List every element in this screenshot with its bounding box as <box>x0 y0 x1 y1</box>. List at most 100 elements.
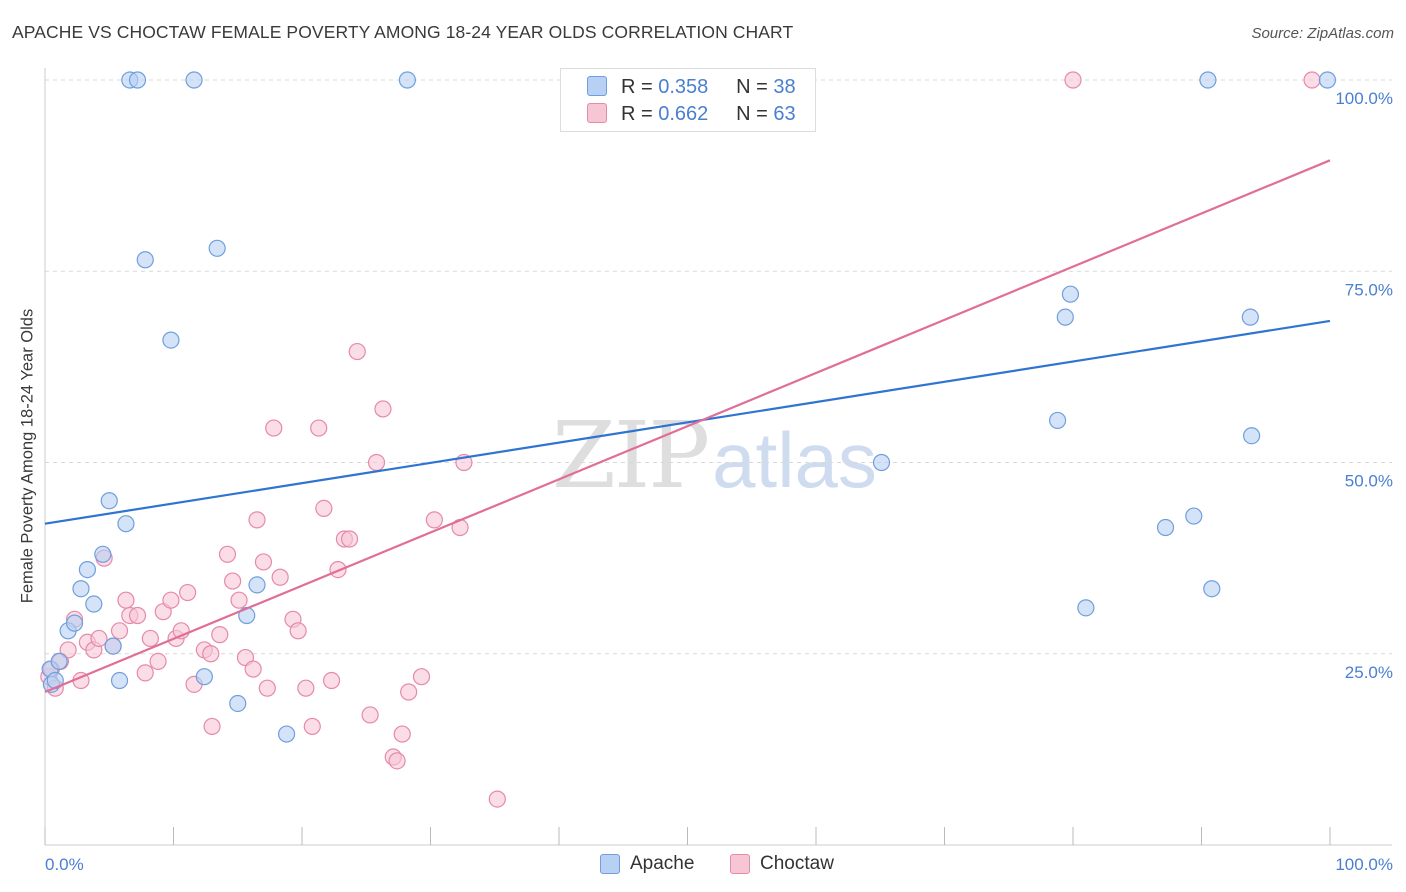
choctaw-r-label: R = <box>621 102 659 125</box>
choctaw-point <box>425 511 443 529</box>
choctaw-n-value: 63 <box>773 102 796 125</box>
choctaw-point <box>218 545 237 563</box>
choctaw-point <box>374 400 392 418</box>
choctaw-point <box>110 622 129 640</box>
choctaw-point <box>179 583 197 602</box>
choctaw-point <box>202 645 220 663</box>
apache-point <box>229 694 247 713</box>
choctaw-point <box>265 419 283 437</box>
choctaw-point <box>340 530 359 548</box>
apache-point <box>398 71 416 89</box>
apache-r-label: R = <box>621 75 659 98</box>
choctaw-point <box>400 683 418 701</box>
y-tick-label: 25.0% <box>1345 663 1393 682</box>
choctaw-point <box>59 641 77 659</box>
choctaw-point <box>258 679 276 697</box>
apache-point <box>1241 308 1259 326</box>
choctaw-point <box>315 499 333 517</box>
y-tick-label: 100.0% <box>1335 89 1393 108</box>
watermark-zip: ZIP <box>552 402 710 509</box>
apache-point <box>1318 71 1337 89</box>
choctaw-n-label: N = <box>736 102 774 125</box>
choctaw-point <box>271 568 289 586</box>
choctaw-point <box>361 706 379 724</box>
apache-points <box>41 71 1337 743</box>
tick-labels: 25.0% 50.0% 75.0% 100.0% 0.0% 100.0% <box>45 89 1393 874</box>
apache-point <box>1185 507 1203 525</box>
apache-point <box>872 453 891 472</box>
legend-row-apache: R = 0.358 N = 38 <box>587 75 796 99</box>
chart-title: APACHE VS CHOCTAW FEMALE POVERTY AMONG 1… <box>12 22 794 42</box>
choctaw-point <box>141 629 159 648</box>
apache-point <box>50 652 68 671</box>
apache-point <box>104 637 122 655</box>
choctaw-point <box>248 511 266 529</box>
choctaw-point <box>310 419 328 437</box>
apache-point <box>78 560 97 579</box>
choctaw-point <box>393 725 411 743</box>
apache-point <box>128 71 147 89</box>
legend-item-choctaw[interactable]: Choctaw <box>730 852 834 876</box>
apache-point <box>185 71 203 89</box>
choctaw-point <box>488 790 506 808</box>
choctaw-point <box>224 572 242 590</box>
apache-legend-swatch <box>600 854 620 874</box>
apache-point <box>195 668 213 686</box>
choctaw-r-value: 0.662 <box>658 102 709 125</box>
apache-point <box>117 515 135 533</box>
apache-legend-label: Apache <box>630 853 695 874</box>
choctaw-point <box>289 622 307 640</box>
apache-r-value: 0.358 <box>658 75 709 98</box>
apache-point <box>1056 308 1074 326</box>
apache-point <box>136 251 154 269</box>
choctaw-point <box>322 671 341 690</box>
choctaw-point <box>303 717 321 736</box>
apache-point <box>100 492 118 510</box>
choctaw-point <box>149 652 167 671</box>
apache-point <box>1203 580 1221 598</box>
source-credit: Source: ZipAtlas.com <box>1251 25 1394 42</box>
legend-row-choctaw: R = 0.662 N = 63 <box>587 102 796 126</box>
choctaw-point <box>297 679 315 697</box>
apache-point <box>1077 599 1095 617</box>
apache-point <box>162 331 180 349</box>
choctaw-point <box>367 453 386 472</box>
choctaw-point <box>1064 71 1082 89</box>
choctaw-trend-line <box>44 159 1331 694</box>
choctaw-point <box>203 717 221 736</box>
apache-point <box>277 725 296 743</box>
apache-point <box>1048 411 1067 430</box>
x-tick-label-min: 0.0% <box>45 855 84 874</box>
legend-item-apache[interactable]: Apache <box>600 852 694 876</box>
apache-point <box>1199 71 1217 89</box>
choctaw-point <box>348 342 366 361</box>
apache-point <box>1061 285 1080 303</box>
apache-swatch <box>587 76 607 96</box>
y-tick-label: 50.0% <box>1345 472 1393 491</box>
stats-legend: R = 0.358 N = 38 R = 0.662 N = 63 <box>560 68 816 132</box>
choctaw-point <box>117 591 135 609</box>
apache-point <box>1243 427 1261 445</box>
choctaw-point <box>136 664 154 682</box>
choctaw-point <box>211 626 229 644</box>
watermark-atlas: atlas <box>712 416 877 504</box>
apache-point <box>248 576 266 594</box>
apache-point <box>1156 518 1175 537</box>
watermark: ZIPatlas <box>552 402 877 509</box>
apache-point <box>85 595 103 613</box>
x-tick-label-max: 100.0% <box>1335 855 1393 874</box>
apache-point <box>72 580 90 598</box>
trend-lines <box>44 159 1331 694</box>
choctaw-legend-swatch <box>730 854 750 874</box>
choctaw-point <box>412 668 431 686</box>
choctaw-swatch <box>587 103 607 123</box>
axes <box>44 68 1392 846</box>
choctaw-point <box>254 553 273 571</box>
choctaw-point <box>128 606 147 625</box>
choctaw-legend-label: Choctaw <box>760 853 834 874</box>
y-tick-label: 75.0% <box>1345 280 1393 299</box>
apache-point <box>94 545 112 563</box>
apache-n-value: 38 <box>773 75 796 98</box>
choctaw-point <box>90 629 108 648</box>
